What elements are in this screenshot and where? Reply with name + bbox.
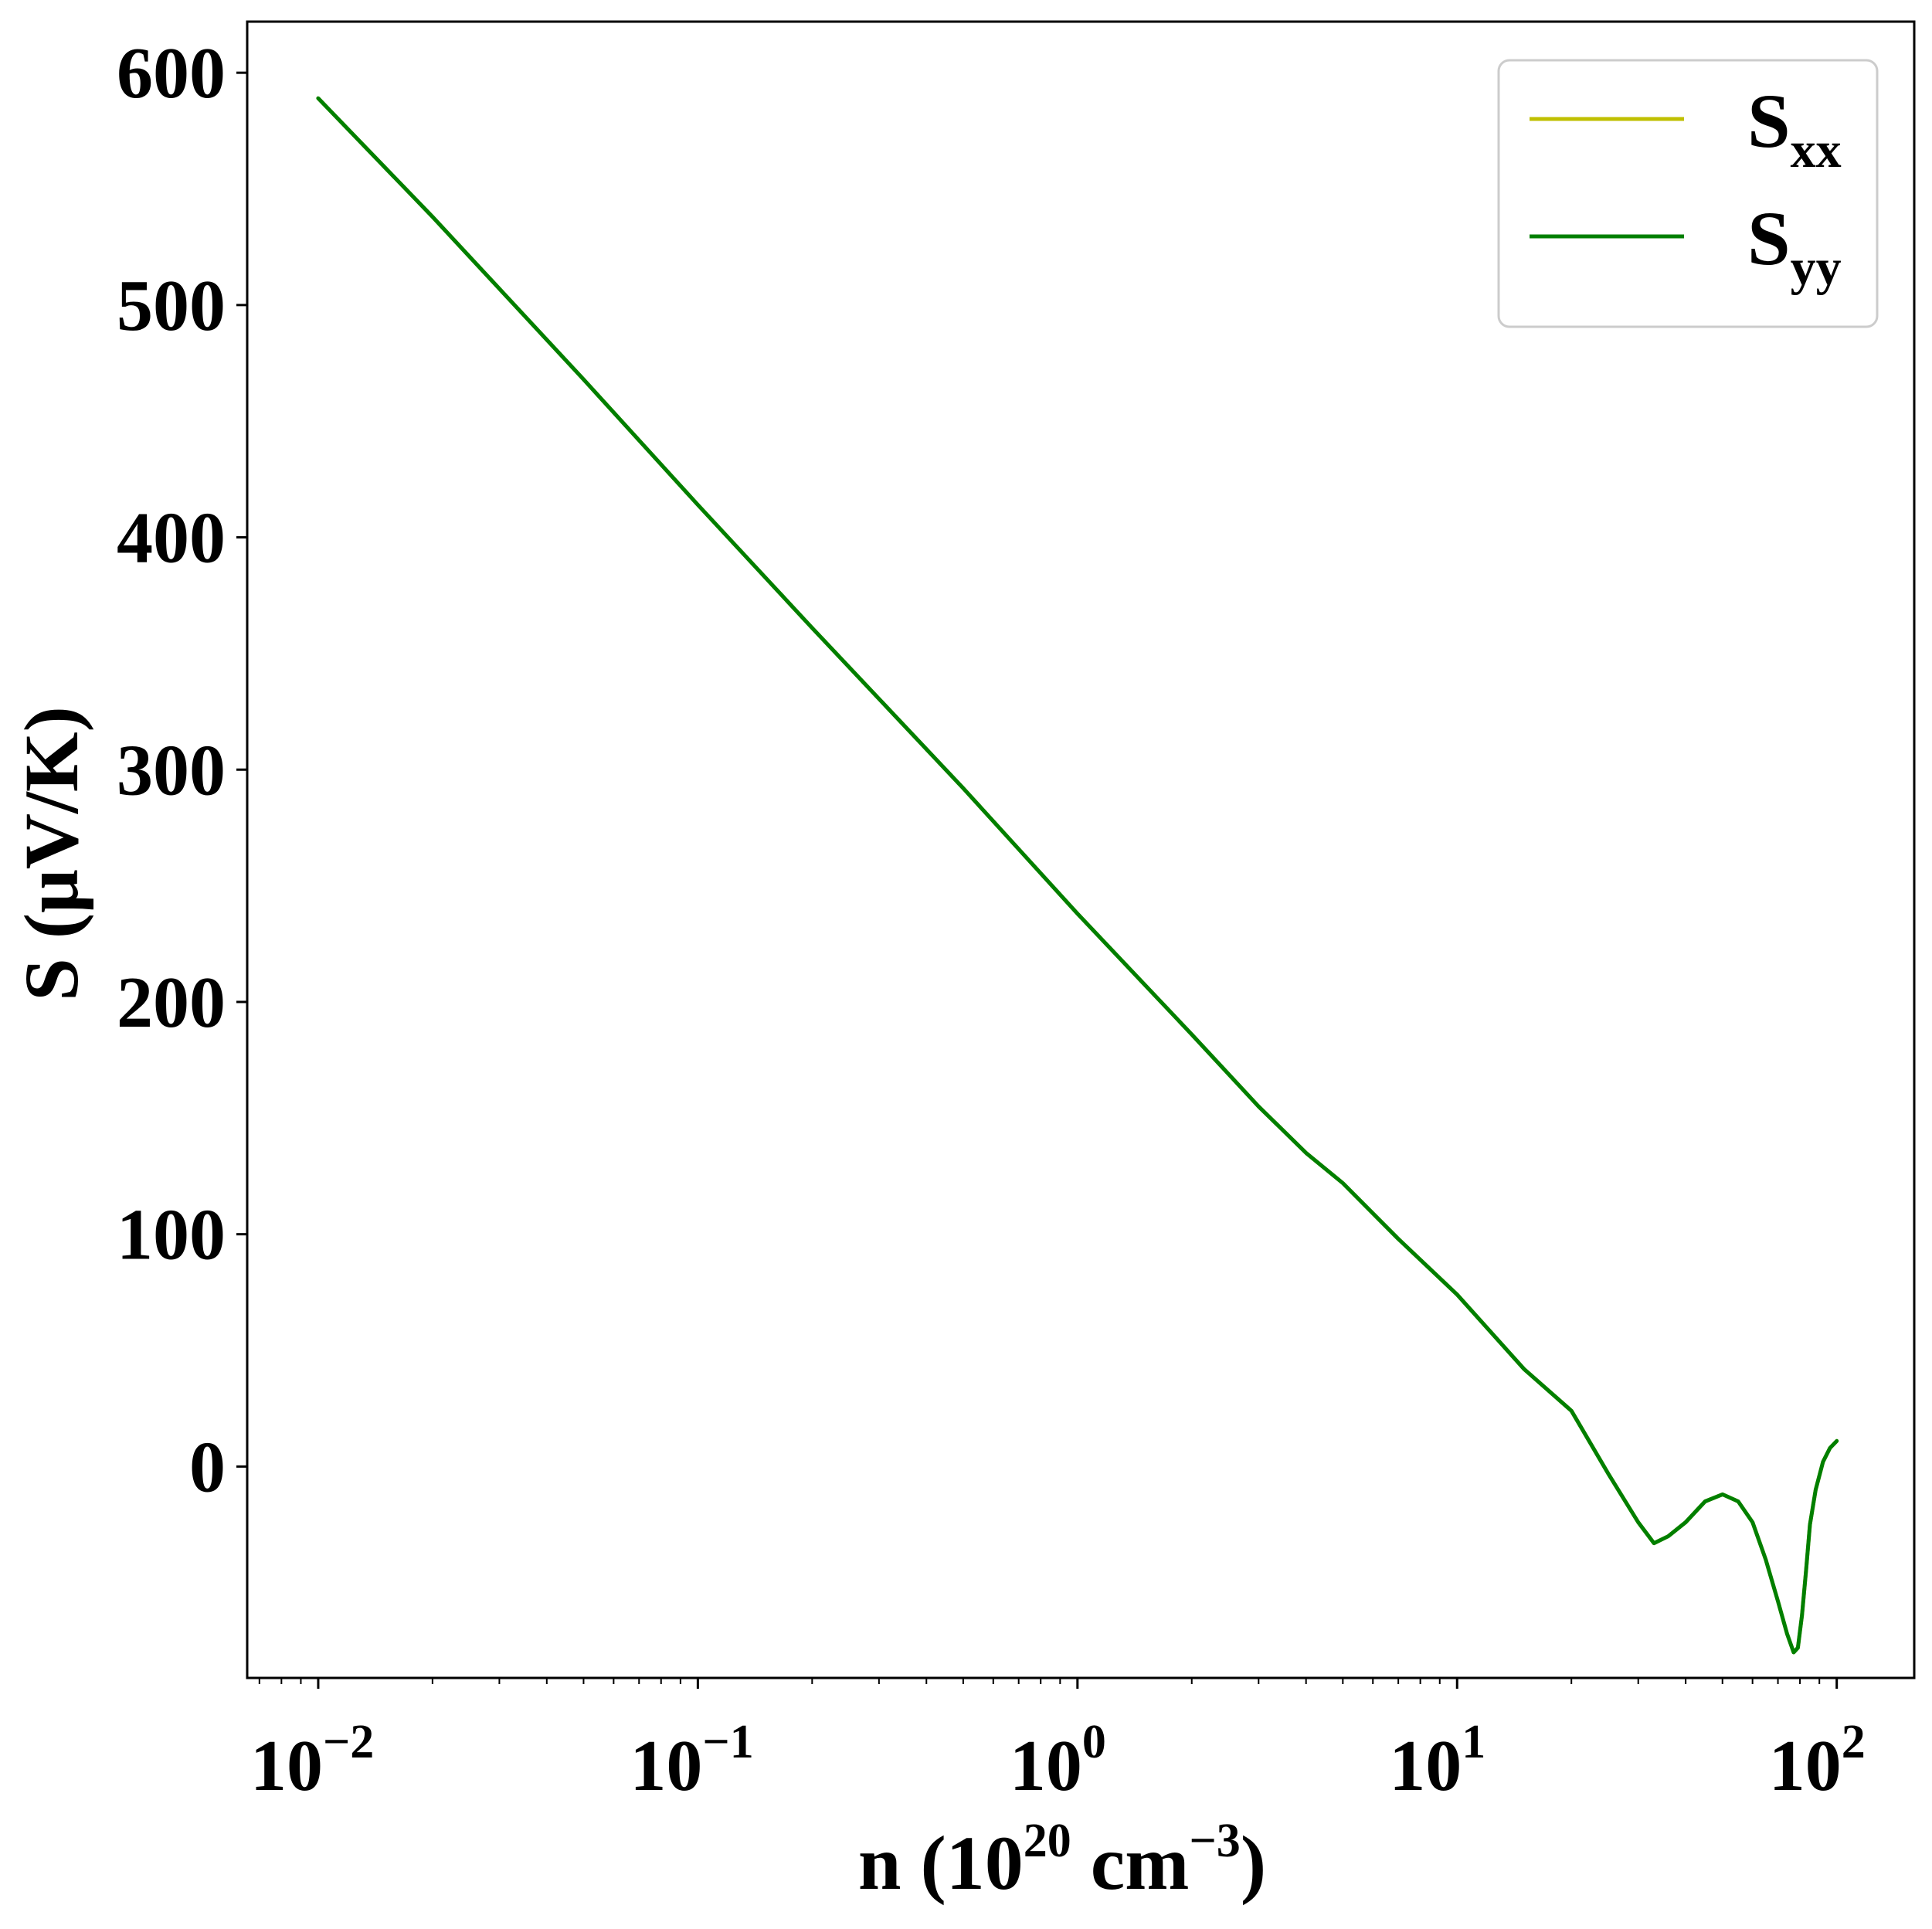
y-tick-label: 0 bbox=[189, 1427, 226, 1507]
x-tick-label: 10−1 bbox=[630, 1716, 753, 1806]
x-tick-label-base: 10 bbox=[1769, 1726, 1842, 1806]
x-tick-label: 10−2 bbox=[250, 1716, 374, 1806]
plot-frame bbox=[246, 20, 1916, 1679]
x-tick-label: 101 bbox=[1389, 1716, 1486, 1806]
x-tick-label: 100 bbox=[1010, 1716, 1106, 1806]
x-tick-label-exp: 2 bbox=[1842, 1716, 1866, 1768]
series-line-yy bbox=[316, 96, 1839, 1655]
legend-box bbox=[1497, 59, 1879, 328]
legend-label-yy: Syy bbox=[1747, 195, 1842, 296]
x-tick-label-base: 10 bbox=[250, 1726, 323, 1806]
x-tick-label-base: 10 bbox=[630, 1726, 702, 1806]
x-tick-label-base: 10 bbox=[1389, 1726, 1462, 1806]
x-axis-label: n (1020 cm−3) bbox=[858, 1815, 1266, 1906]
y-tick-label: 600 bbox=[117, 33, 226, 114]
x-tick-label-base: 10 bbox=[1010, 1726, 1082, 1806]
y-tick-label: 300 bbox=[117, 730, 226, 810]
x-axis-label-exp1: 20 bbox=[1024, 1815, 1071, 1867]
y-tick-label: 100 bbox=[117, 1195, 226, 1275]
x-tick-label-exp: 1 bbox=[1462, 1716, 1486, 1768]
x-axis-label-end: ) bbox=[1241, 1820, 1266, 1906]
legend-label-subscript: yy bbox=[1791, 239, 1842, 296]
y-axis-label: S (μV/K) bbox=[8, 706, 94, 1001]
x-tick-label-exp: −1 bbox=[702, 1716, 753, 1768]
y-tick-label: 200 bbox=[117, 963, 226, 1043]
legend-label-base: S bbox=[1747, 78, 1791, 164]
y-tick-label: 500 bbox=[117, 266, 226, 346]
x-tick-label-exp: −2 bbox=[323, 1716, 374, 1768]
x-tick-label: 102 bbox=[1769, 1716, 1866, 1806]
legend-label-subscript: xx bbox=[1791, 122, 1842, 178]
plot-area bbox=[316, 96, 1839, 1655]
y-tick-label: 400 bbox=[117, 498, 226, 579]
x-tick-label-exp: 0 bbox=[1082, 1716, 1106, 1768]
legend-label-xx: Sxx bbox=[1747, 78, 1842, 178]
x-axis-label-mid: cm bbox=[1071, 1820, 1190, 1906]
x-axis-label-exp2: −3 bbox=[1189, 1815, 1240, 1867]
x-axis-label-base: n (10 bbox=[858, 1820, 1024, 1906]
legend-label-base: S bbox=[1747, 195, 1791, 281]
